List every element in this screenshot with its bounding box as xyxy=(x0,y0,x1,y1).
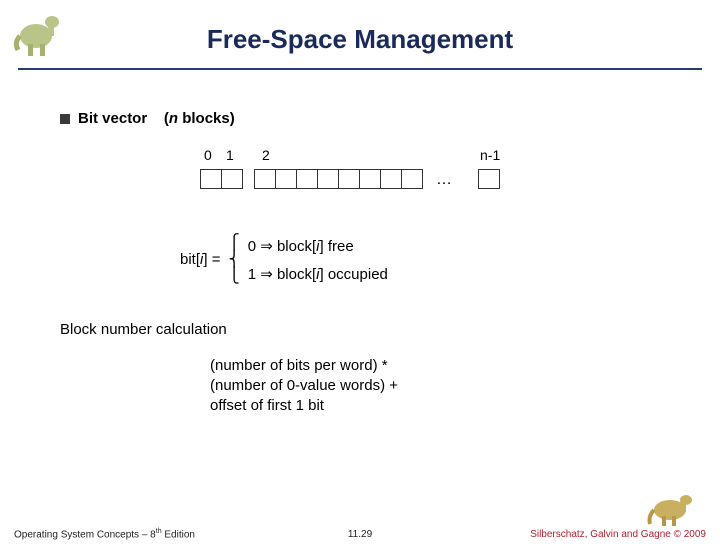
footer-copyright: Silberschatz, Galvin and Gagne © 2009 xyxy=(530,529,706,540)
footer-left: Operating System Concepts – 8th Edition xyxy=(14,528,195,540)
footer-page: 11.29 xyxy=(348,529,372,540)
biteq-suffix: ] = xyxy=(203,251,220,268)
biteq-prefix: bit[ xyxy=(180,251,200,268)
calc-body: (number of bits per word) * (number of 0… xyxy=(210,356,660,417)
biteq-lhs: bit[i] = xyxy=(180,251,220,268)
cell xyxy=(478,169,500,189)
footer-left-b: Edition xyxy=(162,529,195,540)
case0-b: ] free xyxy=(320,238,354,255)
brace-top: ⎧ xyxy=(228,234,239,251)
cell xyxy=(359,169,381,189)
header: Free-Space Management xyxy=(18,10,702,70)
ellipsis: … xyxy=(436,171,452,189)
index-0: 0 xyxy=(204,147,212,163)
calc-line-1: (number of bits per word) * xyxy=(210,356,660,376)
content-area: Bit vector (n blocks) 0 1 2 n-1 … xyxy=(60,110,660,416)
calc-heading: Block number calculation xyxy=(60,321,660,338)
case0-a: 0 ⇒ block[ xyxy=(248,238,316,255)
bit-equation: bit[i] = ⎧ ⎨ ⎩ 0 ⇒ block[i] free 1 ⇒ blo… xyxy=(180,235,660,285)
cell xyxy=(317,169,339,189)
paren-rest: blocks) xyxy=(178,110,235,127)
cell xyxy=(296,169,318,189)
index-1: 1 xyxy=(226,147,234,163)
cases: 0 ⇒ block[i] free 1 ⇒ block[i] occupied xyxy=(248,237,388,283)
calc-line-3: offset of first 1 bit xyxy=(210,396,660,416)
page-title: Free-Space Management xyxy=(18,10,702,55)
brace-bot: ⎩ xyxy=(228,267,239,284)
case1-a: 1 ⇒ block[ xyxy=(248,266,316,283)
case1-b: ] occupied xyxy=(320,266,388,283)
cell xyxy=(401,169,423,189)
cell xyxy=(380,169,402,189)
case-free: 0 ⇒ block[i] free xyxy=(248,237,388,255)
boxes-mid xyxy=(254,169,423,189)
calc-line-2: (number of 0-value words) + xyxy=(210,376,660,396)
brace-mid: ⎨ xyxy=(228,251,239,268)
brace-icon: ⎧ ⎨ ⎩ xyxy=(228,235,239,285)
case-occupied: 1 ⇒ block[i] occupied xyxy=(248,265,388,283)
bullet-label: Bit vector xyxy=(78,110,147,127)
cell xyxy=(275,169,297,189)
cell xyxy=(254,169,276,189)
cell xyxy=(338,169,360,189)
var-n: n xyxy=(169,110,178,127)
bullet-icon xyxy=(60,114,70,124)
boxes-right xyxy=(478,169,500,189)
bit-vector-diagram: 0 1 2 n-1 … xyxy=(200,147,660,207)
bullet-bit-vector: Bit vector (n blocks) xyxy=(60,110,660,127)
cell xyxy=(200,169,222,189)
dinosaur-icon xyxy=(12,6,72,60)
cell xyxy=(221,169,243,189)
footer-left-a: Operating System Concepts – 8 xyxy=(14,529,156,540)
index-2: 2 xyxy=(262,147,270,163)
index-n1: n-1 xyxy=(480,147,500,163)
boxes-left xyxy=(200,169,243,189)
